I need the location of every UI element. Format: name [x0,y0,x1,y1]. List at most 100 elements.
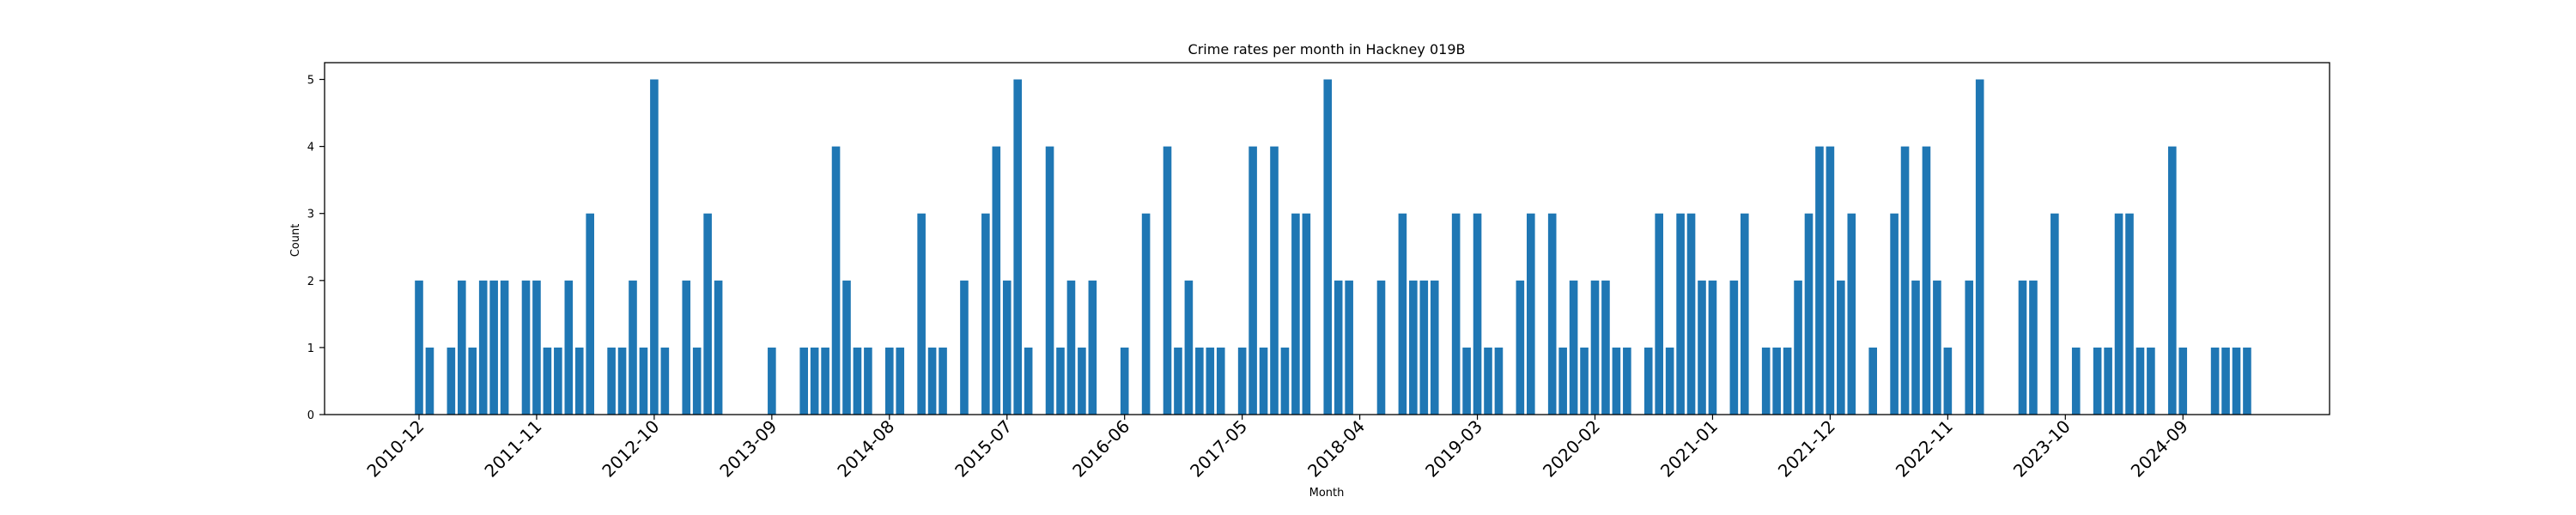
bar [682,280,691,415]
bar [810,347,819,415]
bar [1975,79,1984,415]
bar [1078,347,1086,415]
bar [1516,280,1525,415]
bar [842,280,851,415]
bar [831,146,841,415]
bar [532,280,541,415]
bar [478,280,488,415]
x-axis: 2010-12 2011-11 2012-10 2013-09 2014-08 2015-… [362,415,2192,482]
bar [1580,347,1589,415]
bar [1698,280,1706,415]
bar [1249,146,1257,415]
x-tick-label: 2022-11 [1892,416,1957,482]
bar [554,347,562,415]
bar [1655,213,1663,415]
bar [2168,146,2177,415]
bar [415,280,423,415]
bar [1013,79,1022,415]
bar [1911,280,1920,415]
bar [1612,347,1621,415]
bar [1643,347,1653,415]
bar [1195,347,1204,415]
x-tick-label: 2019-03 [1421,416,1486,482]
x-tick-label: 2017-05 [1186,416,1251,482]
bar [1601,280,1610,415]
bar [1345,280,1353,415]
bar [1708,280,1717,415]
bar [2093,347,2102,415]
bar [564,280,574,415]
bar [1088,280,1097,415]
bar [1783,347,1792,415]
bar [1558,347,1567,415]
bar [1323,79,1333,415]
bar [2114,213,2123,415]
bar [1826,146,1835,415]
x-tick-label: 2013-09 [715,416,781,482]
bar [639,347,648,415]
bar [992,146,1001,415]
bar [1623,347,1631,415]
y-tick-label: 1 [307,342,314,355]
bar [1933,280,1941,415]
bar [2029,280,2038,415]
bar [1302,213,1311,415]
x-tick-label: 2020-02 [1539,416,1604,482]
bar [1741,213,1749,415]
bar [1174,347,1182,415]
bar [1216,347,1225,415]
bar [1045,146,1054,415]
y-tick-label: 4 [307,142,314,154]
bar [629,280,637,415]
bar [2243,347,2251,415]
bar [1184,280,1194,415]
bar [714,280,723,415]
bar [607,347,616,415]
bar [927,347,937,415]
x-tick-label: 2011-11 [480,416,545,482]
bar [2178,347,2188,415]
bar [1965,280,1974,415]
bar [1409,280,1418,415]
x-tick-label: 2016-06 [1068,416,1133,482]
bar [2232,347,2241,415]
bar [1686,213,1696,415]
y-axis: 0 1 2 3 4 5 [307,75,325,422]
bar [692,347,702,415]
x-tick-label: 2012-10 [598,416,663,482]
chart-title: Crime rates per month in Hackney 019B [1188,41,1466,58]
bar [1259,347,1268,415]
bar [586,213,594,415]
bar [1837,280,1845,415]
bar [1590,280,1600,415]
x-tick-label: 2023-10 [2009,416,2075,482]
bar [960,280,969,415]
bar [1237,347,1247,415]
y-tick-label: 3 [307,209,314,221]
bar [2147,347,2155,415]
bar [1398,213,1407,415]
bar [2210,347,2220,415]
bar [2125,213,2134,415]
bar [1922,146,1931,415]
bar [703,213,712,415]
bar [543,347,552,415]
bar [1451,213,1461,415]
bar [660,347,670,415]
bar [1547,213,1557,415]
bar [1676,213,1685,415]
bar [458,280,466,415]
bar [1729,280,1739,415]
bar [1462,347,1471,415]
bar [1066,280,1076,415]
bar [1665,347,1674,415]
bar [2136,347,2145,415]
x-axis-label: Month [1309,487,1345,500]
bar [799,347,808,415]
bar [468,347,477,415]
bar [896,347,905,415]
bar [1772,347,1781,415]
bar [1847,213,1856,415]
bar [1761,347,1771,415]
